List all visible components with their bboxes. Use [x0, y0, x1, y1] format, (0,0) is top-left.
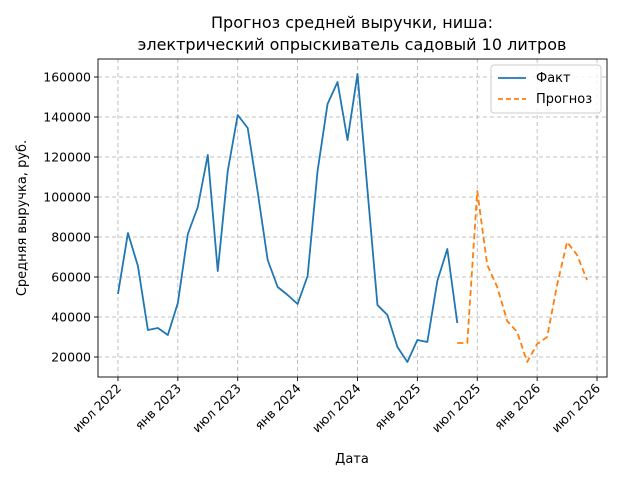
y-tick-label: 100000 [43, 190, 91, 205]
y-axis-label: Средняя выручка, руб. [15, 140, 30, 296]
chart-title-line1: Прогноз средней выручки, ниша: [211, 13, 493, 32]
series-line-fact [117, 73, 459, 363]
x-tick-label: июл 2024 [309, 380, 364, 435]
x-tick-label: июл 2026 [548, 380, 603, 435]
x-tick-label: янв 2025 [371, 381, 423, 433]
x-tick-label: июл 2025 [429, 381, 484, 436]
y-tick-label: 140000 [43, 110, 91, 125]
series-layer [117, 73, 588, 363]
plot-area-border [97, 58, 608, 378]
y-tick-label: 20000 [51, 350, 91, 365]
y-tick-label: 120000 [43, 150, 91, 165]
y-tick-label: 80000 [51, 230, 91, 245]
y-tick-label: 160000 [43, 70, 91, 85]
series-line-forecast [457, 190, 588, 363]
x-axis: июл 2022 янв 2023 июл 2023 янв 2024 июл 2024… [69, 377, 603, 435]
y-axis: 20000 40000 60000 80000 100000 120000 140000 16… [43, 70, 98, 365]
x-tick-label: янв 2023 [132, 381, 184, 433]
grid [98, 59, 607, 377]
y-tick-label: 40000 [51, 310, 91, 325]
legend: Факт Прогноз [490, 64, 602, 114]
x-tick-label: янв 2024 [252, 380, 304, 432]
x-tick-label: июл 2023 [189, 381, 244, 436]
y-tick-label: 60000 [51, 270, 91, 285]
chart-title-line2: электрический опрыскиватель садовый 10 л… [138, 35, 567, 54]
x-tick-label: июл 2022 [69, 381, 124, 436]
x-axis-label: Дата [335, 452, 369, 467]
legend-label-forecast: Прогноз [536, 92, 592, 107]
x-tick-label: янв 2026 [491, 380, 543, 432]
legend-label-fact: Факт [536, 71, 571, 86]
legend-box [490, 64, 602, 114]
